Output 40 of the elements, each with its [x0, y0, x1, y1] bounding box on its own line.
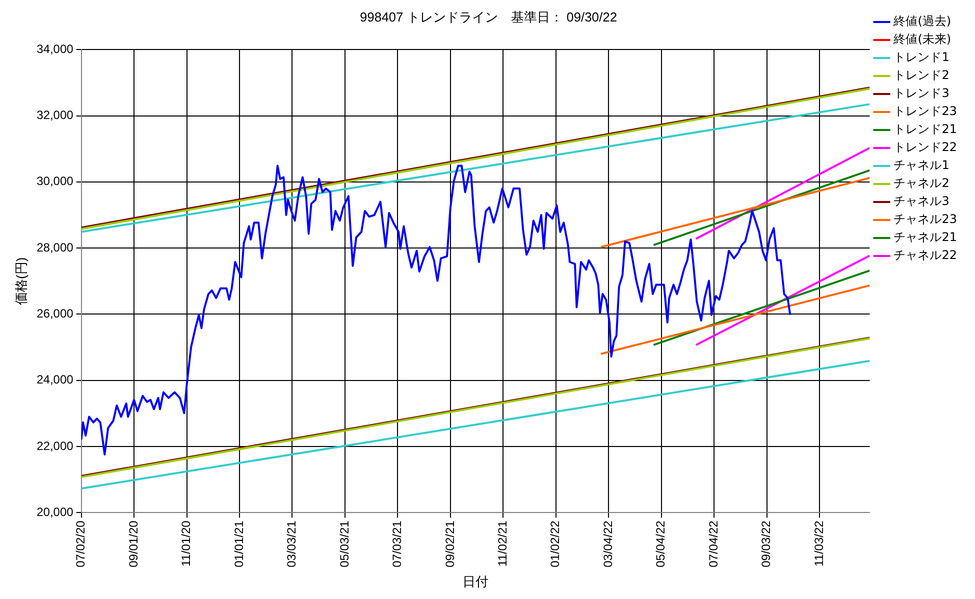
x-tick-label: 07/04/22	[706, 520, 720, 568]
x-tick-label: 03/04/22	[600, 520, 615, 568]
y-tick-label: 20,000	[36, 505, 74, 519]
y-tick-label: 28,000	[36, 240, 74, 254]
legend-label: 終値(過去)	[892, 14, 952, 28]
x-tick-label: 03/03/21	[284, 520, 299, 568]
x-tick-label: 07/02/20	[74, 520, 88, 568]
legend-label: トレンド23	[894, 104, 958, 118]
y-tick-label: 26,000	[36, 306, 74, 321]
x-tick-label: 09/03/22	[759, 520, 774, 568]
y-tick-label: 24,000	[36, 372, 74, 387]
x-tick-label: 01/02/22	[548, 520, 562, 568]
y-tick-label: 30,000	[36, 174, 74, 188]
x-tick-label: 07/03/21	[390, 520, 404, 568]
y-axis-title: 価格(円)	[13, 257, 28, 305]
y-tick-label: 34,000	[36, 42, 74, 56]
chart-title: 998407 トレンドライン 基準日： 09/30/22	[360, 9, 618, 24]
x-tick-label: 05/04/22	[654, 520, 668, 568]
x-tick-label: 11/01/20	[179, 520, 194, 567]
legend-label: トレンド22	[894, 140, 958, 154]
x-tick-label: 09/01/20	[126, 520, 140, 568]
x-tick-label: 11/02/21	[495, 520, 510, 567]
legend-label: チャネル2	[894, 176, 950, 190]
legend-label: チャネル1	[894, 158, 950, 172]
legend-label: チャネル23	[894, 212, 958, 226]
x-tick-label: 01/01/21	[232, 520, 246, 568]
legend-label: チャネル22	[894, 248, 958, 262]
x-tick-label: 11/03/22	[812, 520, 826, 567]
legend-label: チャネル3	[894, 194, 950, 208]
legend-label: トレンド21	[894, 122, 958, 136]
legend-label: 終値(未来)	[892, 32, 952, 46]
x-tick-label: 05/03/21	[337, 520, 352, 568]
legend-label: トレンド1	[894, 50, 950, 64]
y-tick-label: 22,000	[36, 438, 74, 453]
x-axis-title: 日付	[462, 574, 489, 589]
legend-label: チャネル21	[894, 230, 958, 244]
y-tick-label: 32,000	[36, 108, 74, 122]
legend-label: トレンド2	[894, 68, 950, 82]
x-tick-label: 09/02/21	[442, 520, 457, 568]
legend-label: トレンド3	[894, 86, 950, 100]
